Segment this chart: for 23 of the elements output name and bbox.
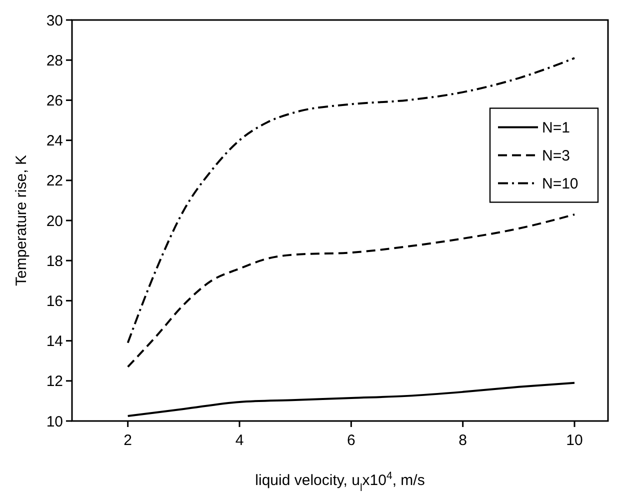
x-tick-label: 4 <box>235 432 244 449</box>
x-tick-label: 10 <box>566 432 583 449</box>
y-tick-label: 28 <box>46 52 63 70</box>
y-tick-label: 12 <box>46 373 63 390</box>
line-series <box>126 213 576 368</box>
y-tick-label: 16 <box>46 292 63 310</box>
x-tick-label: 2 <box>124 432 132 449</box>
x-axis-title: liquid velocity, u$_{l}$x10$^{4}$, m/s <box>255 470 425 494</box>
y-axis-title: Temperature rise, K <box>13 155 30 286</box>
y-tick-label: 30 <box>46 12 63 30</box>
y-tick-label: 18 <box>46 252 63 270</box>
x-tick-label: 6 <box>346 432 356 449</box>
legend-label: N=1 <box>542 119 570 136</box>
y-tick-label: 20 <box>46 212 63 230</box>
y-tick-label: 24 <box>46 132 63 150</box>
line-series <box>126 382 576 417</box>
legend-label: N=10 <box>542 175 578 192</box>
y-tick-label: 10 <box>46 413 63 430</box>
y-tick-label: 14 <box>46 333 63 350</box>
x-tick-label: 8 <box>458 432 468 449</box>
y-tick-label: 22 <box>46 172 63 190</box>
legend-label: N=3 <box>542 147 570 164</box>
y-tick-label: 26 <box>46 92 63 110</box>
